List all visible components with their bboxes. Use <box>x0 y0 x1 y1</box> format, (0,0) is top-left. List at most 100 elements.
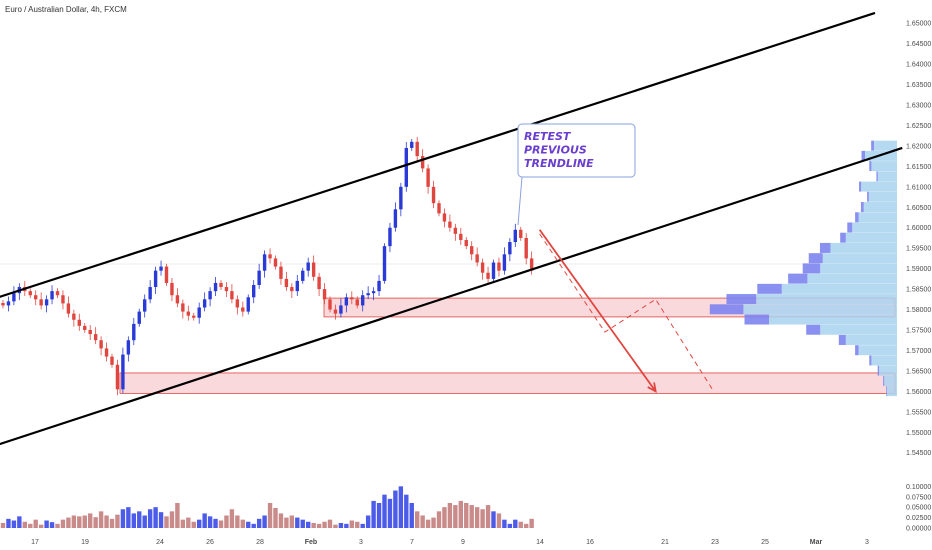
volume-tick-label: 0.07500 <box>906 494 931 501</box>
volume-bar <box>273 508 278 528</box>
volume-bar <box>71 515 77 528</box>
volume-bar <box>164 516 169 528</box>
x-tick-label: 19 <box>81 539 89 546</box>
y-tick-label: 1.56000 <box>906 389 931 396</box>
volume-bar <box>246 521 251 528</box>
volume-profile-row-dark <box>855 212 859 223</box>
volume-profile-row <box>871 161 897 172</box>
y-tick-label: 1.60500 <box>906 205 931 212</box>
y-tick-label: 1.64500 <box>906 41 931 48</box>
x-tick-label: 26 <box>206 539 214 546</box>
candle <box>1 303 5 306</box>
volume-profile-row-dark <box>869 355 872 366</box>
volume-profile-row-dark <box>838 334 846 345</box>
volume-bar <box>22 521 27 528</box>
candle <box>437 203 441 214</box>
x-tick-label: 17 <box>31 539 39 546</box>
volume-tick-label: 0.02500 <box>906 515 931 522</box>
channel-line[interactable] <box>0 146 903 447</box>
candle <box>513 229 517 243</box>
volume-profile-row <box>830 242 897 253</box>
candle <box>104 348 109 357</box>
candle <box>55 291 60 296</box>
volume-profile-row <box>820 263 897 274</box>
candle <box>246 297 250 312</box>
volume-bar <box>404 494 409 528</box>
volume-bar <box>213 518 218 528</box>
volume-bar <box>224 515 229 528</box>
candle <box>230 291 234 300</box>
callout-box[interactable] <box>517 123 636 178</box>
candle <box>159 266 163 271</box>
volume-bar <box>322 521 327 528</box>
volume-profile-row <box>868 191 897 202</box>
volume-bar <box>311 523 316 528</box>
candle <box>224 287 229 292</box>
candle <box>93 334 98 341</box>
candle <box>279 266 283 279</box>
callout-line: TRENDLINE <box>524 157 594 170</box>
volume-bar <box>158 512 164 528</box>
y-tick-label: 1.62500 <box>906 123 931 130</box>
volume-profile-row <box>873 140 897 151</box>
candle <box>121 354 125 390</box>
volume-bar <box>169 511 175 528</box>
projection-path-dashed <box>539 233 715 392</box>
x-tick-label: 25 <box>761 539 769 546</box>
candle <box>486 272 490 279</box>
candle <box>431 186 436 204</box>
volume-profile-row <box>861 181 897 192</box>
volume-profile-row-dark <box>744 314 769 325</box>
volume-bar <box>98 511 104 528</box>
candle <box>12 293 16 302</box>
x-tick-label: Mar <box>810 539 823 546</box>
volume-bar <box>442 507 447 528</box>
candle <box>6 301 11 306</box>
x-tick-label: 9 <box>461 539 465 546</box>
volume-bar <box>447 503 453 528</box>
volume-bar <box>240 519 245 528</box>
candle <box>213 282 218 292</box>
candle <box>322 289 327 300</box>
candle <box>235 299 240 308</box>
candle <box>344 297 349 306</box>
volume-profile-row-dark <box>859 181 862 192</box>
candle <box>350 297 354 300</box>
candle <box>442 213 447 222</box>
volume-bar <box>485 505 491 528</box>
candle <box>44 299 49 306</box>
candle <box>143 299 147 312</box>
volume-profile-row <box>852 222 897 233</box>
callout-pointer <box>517 176 523 226</box>
candle <box>371 291 376 294</box>
volume-profile-row-dark <box>886 386 887 397</box>
volume-profile-row <box>807 273 897 284</box>
volume-profile-row <box>871 355 897 366</box>
candle <box>170 282 174 296</box>
channel-line[interactable] <box>0 11 876 299</box>
volume-bar <box>267 503 273 528</box>
volume-bar <box>278 513 284 528</box>
volume-bar <box>202 513 207 528</box>
volume-bar <box>458 500 463 528</box>
projection-arrow <box>538 229 657 392</box>
candle <box>197 307 201 318</box>
volume-bar <box>289 515 295 528</box>
volume-bar <box>393 490 398 528</box>
candle <box>339 305 343 314</box>
arrow-head <box>647 382 657 394</box>
volume-bar <box>93 517 98 528</box>
volume-bar <box>147 509 153 528</box>
volume-profile-row-dark <box>876 171 878 182</box>
volume-bar <box>502 519 507 528</box>
candle <box>77 319 81 326</box>
x-tick-label: 23 <box>711 539 719 546</box>
x-tick-label: 7 <box>410 539 414 546</box>
candle <box>115 364 120 390</box>
candle <box>410 141 414 148</box>
candle <box>126 340 131 355</box>
volume-bar <box>66 517 71 528</box>
y-tick-label: 1.55000 <box>906 430 931 437</box>
candle <box>192 315 196 318</box>
